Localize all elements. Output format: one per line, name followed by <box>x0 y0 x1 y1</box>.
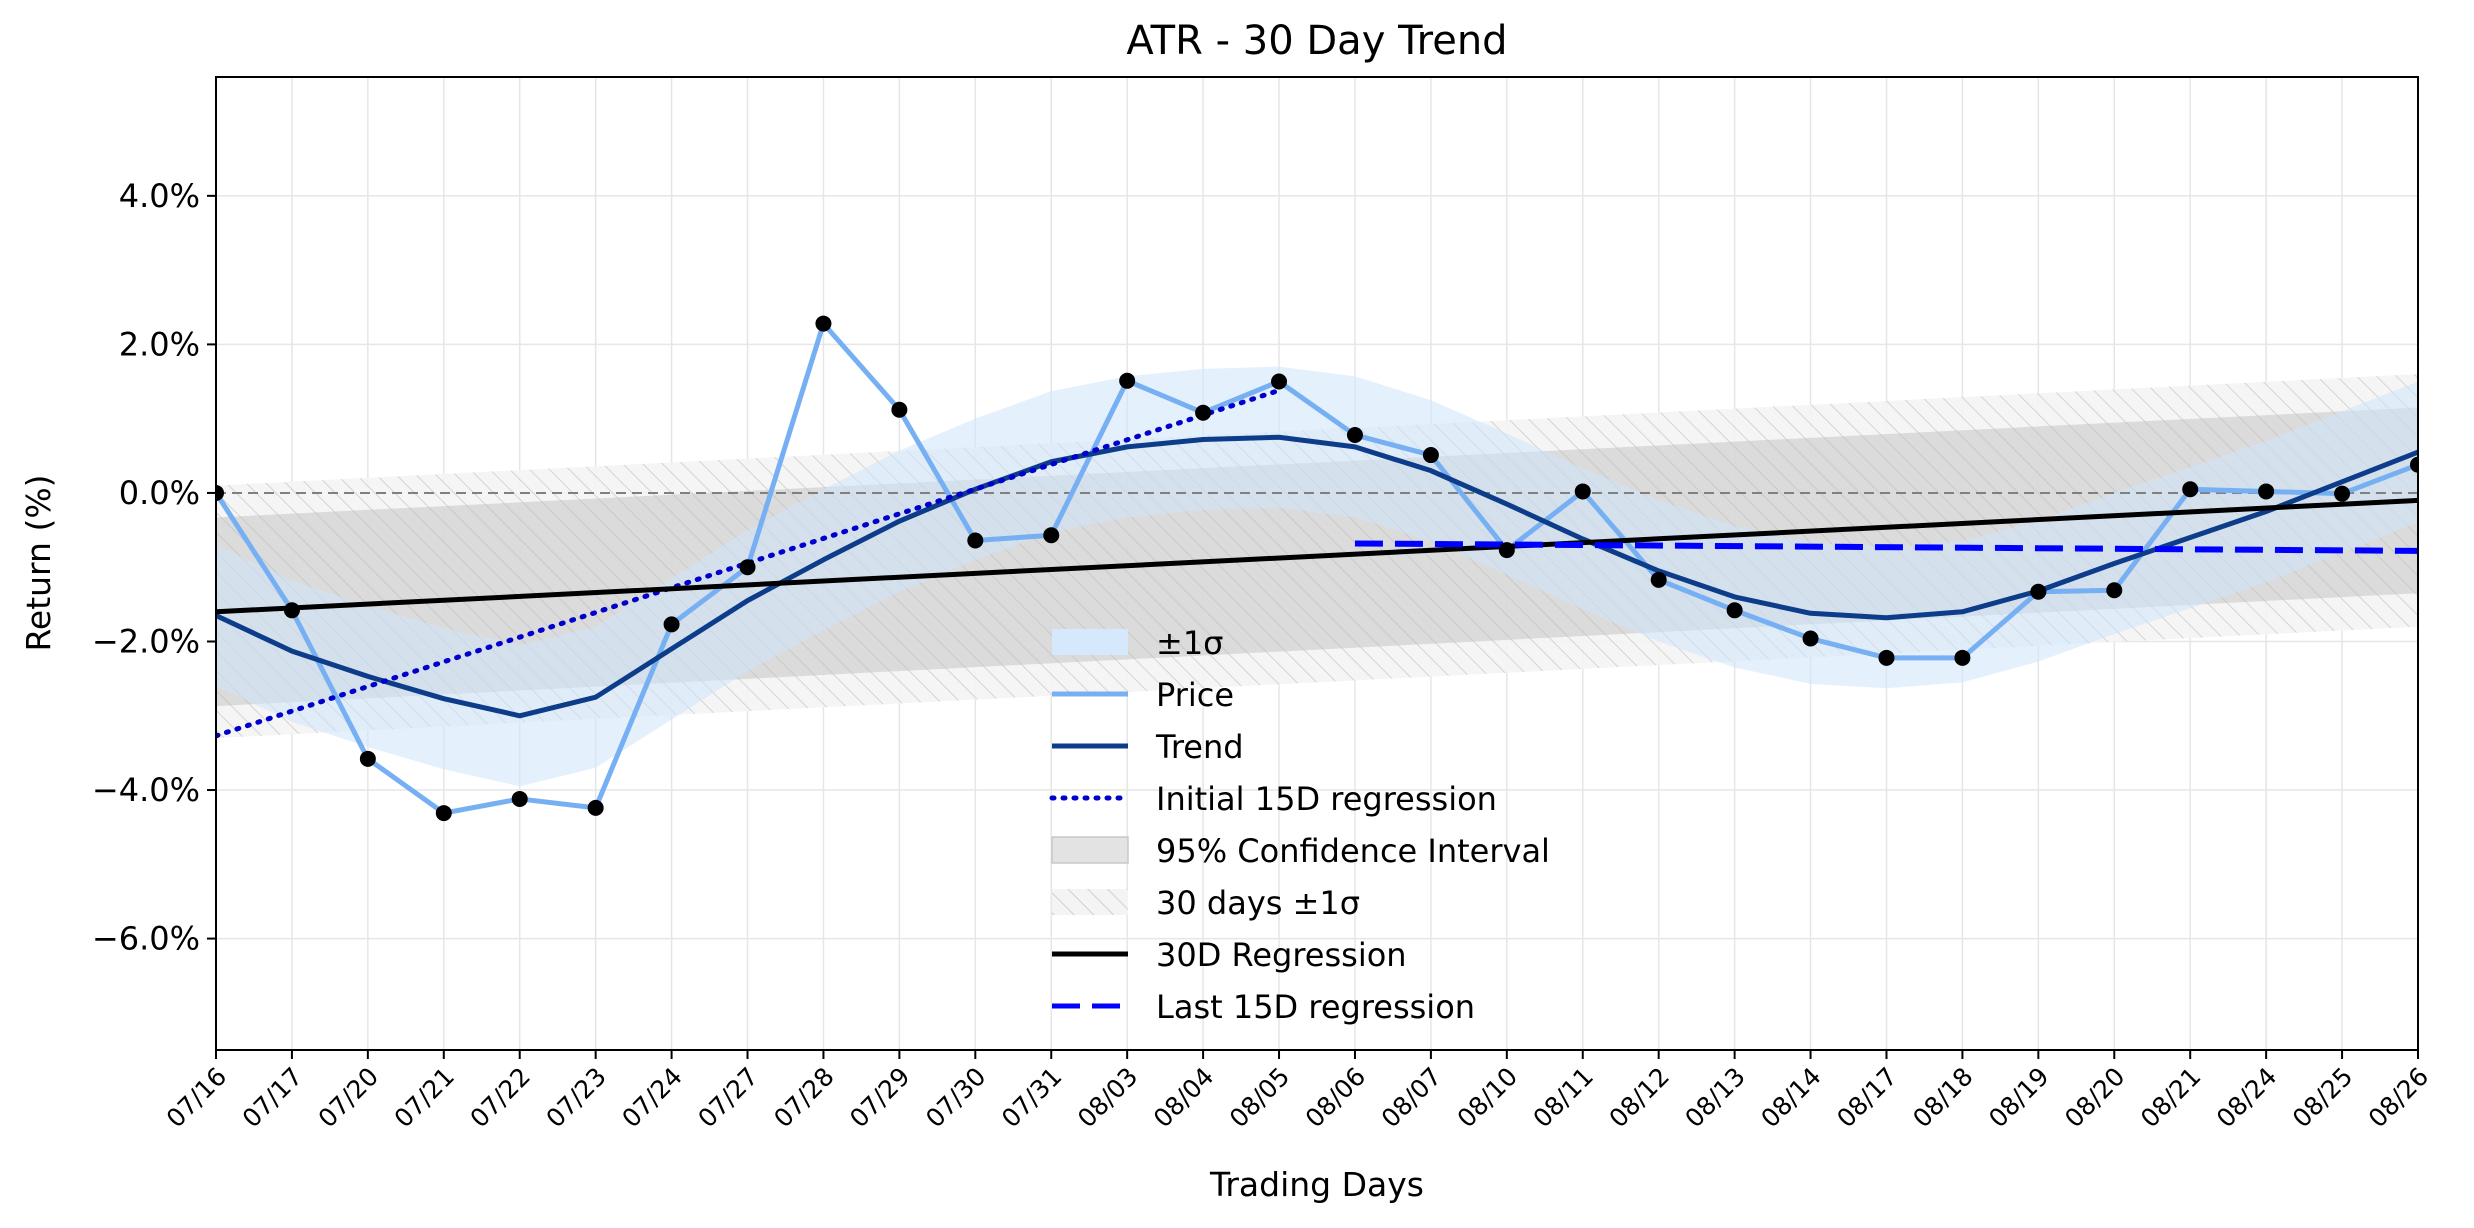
legend-sigma-swatch <box>1052 629 1128 655</box>
price-point <box>435 805 452 822</box>
legend-30d-sigma-swatch <box>1052 889 1128 915</box>
legend-30d-sigma-label: 30 days ±1σ <box>1156 884 1360 922</box>
price-point <box>663 616 680 633</box>
legend-trend: Trend <box>1052 728 1244 766</box>
price-point <box>1650 571 1667 588</box>
legend-last-15d-regression: Last 15D regression <box>1052 988 1475 1026</box>
price-point <box>2030 583 2047 600</box>
x-tick-label: 07/27 <box>692 1062 763 1133</box>
price-point <box>1498 542 1515 559</box>
trend-line <box>216 434 2418 719</box>
legend-confidence-interval: 95% Confidence Interval <box>1051 832 1550 870</box>
price-point <box>1271 373 1288 390</box>
x-tick-label: 08/26 <box>2363 1062 2434 1133</box>
y-tick-label: 2.0% <box>119 325 200 363</box>
plot-frame <box>215 76 2419 1051</box>
x-axis-label: Trading Days <box>1209 1165 1424 1204</box>
y-tick-label: 4.0% <box>119 177 200 215</box>
price-point <box>815 315 832 332</box>
legend-30d-regression-label: 30D Regression <box>1156 936 1407 974</box>
x-tick-label: 08/17 <box>1831 1062 1902 1133</box>
y-tick-label: −6.0% <box>92 920 200 958</box>
price-point <box>359 750 376 767</box>
legend-price: Price <box>1052 676 1234 714</box>
band-sigma <box>216 366 2418 787</box>
x-tick-label: 08/03 <box>1072 1062 1143 1133</box>
last-15d-regression-line <box>1354 540 2418 554</box>
price-point <box>283 602 300 619</box>
legend-trend-label: Trend <box>1155 728 1244 766</box>
x-tick-label: 08/13 <box>1679 1062 1750 1133</box>
x-tick-label: 07/28 <box>768 1062 839 1133</box>
y-axis-label: Return (%) <box>19 474 58 651</box>
price-point <box>739 559 756 576</box>
x-tick-label: 07/24 <box>616 1062 687 1133</box>
x-tick-label: 08/05 <box>1224 1062 1295 1133</box>
x-tick-label: 08/12 <box>1603 1062 1674 1133</box>
x-tick-label: 08/21 <box>2135 1062 2206 1133</box>
x-tick-label: 07/29 <box>844 1062 915 1133</box>
chart-title: ATR - 30 Day Trend <box>1126 18 1507 64</box>
price-point <box>1954 649 1971 666</box>
price-point <box>2106 582 2123 599</box>
price-point <box>1119 372 1136 389</box>
legend-confidence-interval-swatch <box>1051 836 1129 864</box>
price-point <box>1878 649 1895 666</box>
legend-price-label: Price <box>1156 676 1234 714</box>
x-tick-label: 07/21 <box>389 1062 460 1133</box>
x-tick-label: 08/18 <box>1907 1062 1978 1133</box>
x-tick-label: 07/16 <box>161 1062 232 1133</box>
price-point <box>2258 483 2275 500</box>
x-tick-label: 08/10 <box>1452 1062 1523 1133</box>
x-tick-label: 07/30 <box>920 1062 991 1133</box>
x-tick-label: 08/25 <box>2287 1062 2358 1133</box>
price-point <box>587 799 604 816</box>
y-tick-label: −4.0% <box>92 771 200 809</box>
x-tick-label: 08/19 <box>1983 1062 2054 1133</box>
plot-area <box>216 315 2418 822</box>
price-point <box>967 532 984 549</box>
legend-sigma: ±1σ <box>1052 624 1223 662</box>
price-point <box>511 790 528 807</box>
price-point <box>2182 481 2199 498</box>
price-point <box>216 484 224 501</box>
price-point <box>1043 527 1060 544</box>
price-point <box>1574 483 1591 500</box>
price-point <box>891 401 908 418</box>
y-tick-label: −2.0% <box>92 622 200 660</box>
price-point <box>1346 427 1363 444</box>
x-tick-label: 07/22 <box>465 1062 536 1133</box>
price-point <box>1422 447 1439 464</box>
x-tick-label: 07/23 <box>540 1062 611 1133</box>
legend-last-15d-regression-label: Last 15D regression <box>1156 988 1475 1026</box>
legend-sigma-label: ±1σ <box>1156 624 1223 662</box>
y-tick-label: 0.0% <box>119 474 200 512</box>
x-tick-label: 08/24 <box>2211 1062 2282 1133</box>
x-tick-label: 08/06 <box>1300 1062 1371 1133</box>
x-tick-label: 07/17 <box>237 1062 308 1133</box>
legend-30d-sigma: 30 days ±1σ <box>1052 884 1360 922</box>
x-tick-label: 08/07 <box>1376 1062 1447 1133</box>
legend-30d-regression: 30D Regression <box>1052 936 1407 974</box>
x-tick-label: 08/14 <box>1755 1062 1826 1133</box>
x-tick-label: 08/20 <box>2059 1062 2130 1133</box>
x-tick-label: 07/20 <box>313 1062 384 1133</box>
legend-confidence-interval-label: 95% Confidence Interval <box>1156 832 1550 870</box>
legend-initial-15d-regression: Initial 15D regression <box>1049 780 1497 818</box>
x-tick-label: 07/31 <box>996 1062 1067 1133</box>
legend-initial-15d-regression-label: Initial 15D regression <box>1156 780 1497 818</box>
price-point <box>2410 456 2418 473</box>
price-line <box>216 321 2418 816</box>
x-tick-label: 08/04 <box>1148 1062 1219 1133</box>
price-point <box>1726 602 1743 619</box>
price-point <box>1802 630 1819 647</box>
30d-regression-line <box>216 497 2418 615</box>
price-point <box>2334 485 2351 502</box>
x-tick-label: 08/11 <box>1528 1062 1599 1133</box>
price-point <box>1195 404 1212 421</box>
